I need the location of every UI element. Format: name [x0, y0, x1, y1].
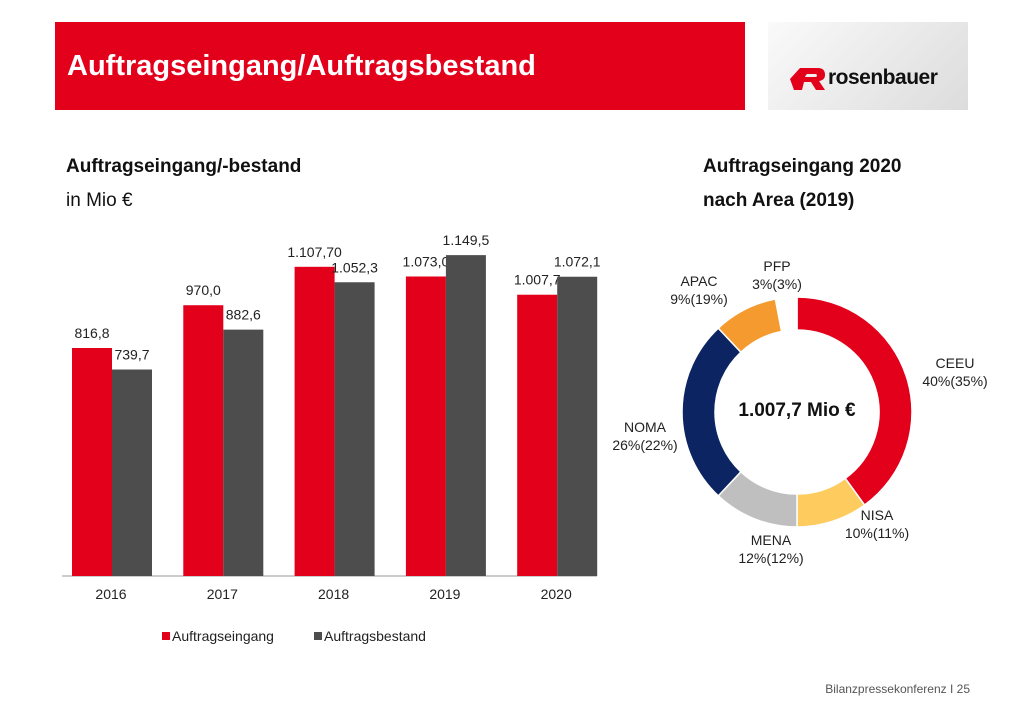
- page-title: Auftragseingang/Auftragsbestand: [67, 50, 536, 82]
- slice-name-label: MENA: [751, 532, 792, 548]
- x-tick-label: 2016: [95, 586, 126, 602]
- bar-Auftragsbestand-2017: [223, 329, 264, 576]
- slice-name-label: APAC: [680, 273, 717, 289]
- data-label: 1.149,5: [443, 232, 490, 248]
- bar-Auftragseingang-2017: [183, 305, 224, 576]
- logo-r-icon: [790, 68, 825, 90]
- slice-PFP: [774, 296, 798, 333]
- x-tick-label: 2018: [318, 586, 349, 602]
- bar-chart-unit: in Mio €: [66, 190, 133, 211]
- rosenbauer-logo: rosenbauer: [768, 22, 968, 110]
- bar-Auftragsbestand-2019: [445, 255, 486, 577]
- title-banner: Auftragseingang/Auftragsbestand: [55, 22, 745, 110]
- slice-name-label: NOMA: [624, 419, 667, 435]
- data-label: 1.107,70: [287, 244, 342, 260]
- slice-value-label: 3%(3%): [752, 276, 802, 292]
- bar-Auftragsbestand-2020: [557, 276, 598, 576]
- slice-name-label: NISA: [861, 507, 894, 523]
- legend-swatch: [162, 632, 170, 640]
- slice-value-label: 9%(19%): [670, 291, 728, 307]
- data-label: 970,0: [186, 282, 221, 298]
- slice-CEEU: [796, 296, 913, 507]
- x-tick-label: 2020: [541, 586, 572, 602]
- donut-title: Auftragseingang 2020: [703, 156, 902, 177]
- x-tick-label: 2019: [429, 586, 460, 602]
- data-label: 816,8: [74, 325, 109, 341]
- legend-swatch: [314, 632, 322, 640]
- slice-value-label: 12%(12%): [738, 550, 803, 566]
- x-tick-label: 2017: [207, 586, 238, 602]
- data-label: 1.052,3: [331, 259, 378, 275]
- slice-name-label: CEEU: [936, 355, 975, 371]
- bar-Auftragsbestand-2016: [112, 369, 152, 576]
- bar-Auftragseingang-2020: [517, 294, 558, 576]
- slice-value-label: 10%(11%): [845, 525, 909, 541]
- data-label: 1.072,1: [554, 254, 601, 270]
- slice-value-label: 40%(35%): [922, 373, 987, 389]
- data-label: 882,6: [226, 307, 261, 323]
- bar-chart-title: Auftragseingang/-bestand: [66, 156, 302, 177]
- slice-name-label: PFP: [763, 258, 790, 274]
- data-label: 739,7: [114, 347, 149, 363]
- bar-Auftragseingang-2019: [405, 276, 446, 576]
- donut-subtitle: nach Area (2019): [703, 190, 855, 211]
- slice-value-label: 26%(22%): [612, 437, 677, 453]
- data-label: 1.007,7: [514, 272, 561, 288]
- bar-Auftragsbestand-2018: [334, 282, 375, 576]
- data-label: 1.073,0: [403, 253, 450, 269]
- legend-label: Auftragseingang: [172, 628, 274, 644]
- legend-label: Auftragsbestand: [324, 628, 426, 644]
- bar-Auftragseingang-2016: [72, 348, 112, 576]
- bar-Auftragseingang-2018: [294, 266, 335, 576]
- footer: Bilanzpressekonferenz I 25: [825, 682, 970, 696]
- donut-center-label: 1.007,7 Mio €: [738, 400, 856, 421]
